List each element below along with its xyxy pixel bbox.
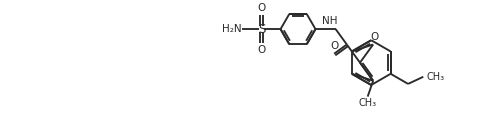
Text: S: S — [257, 23, 265, 36]
Text: CH₃: CH₃ — [426, 72, 444, 82]
Text: O: O — [369, 32, 378, 42]
Text: H₂N: H₂N — [221, 24, 241, 34]
Text: O: O — [329, 41, 337, 51]
Text: O: O — [257, 45, 265, 55]
Text: O: O — [257, 3, 265, 13]
Text: CH₃: CH₃ — [358, 98, 376, 108]
Text: NH: NH — [321, 16, 337, 26]
